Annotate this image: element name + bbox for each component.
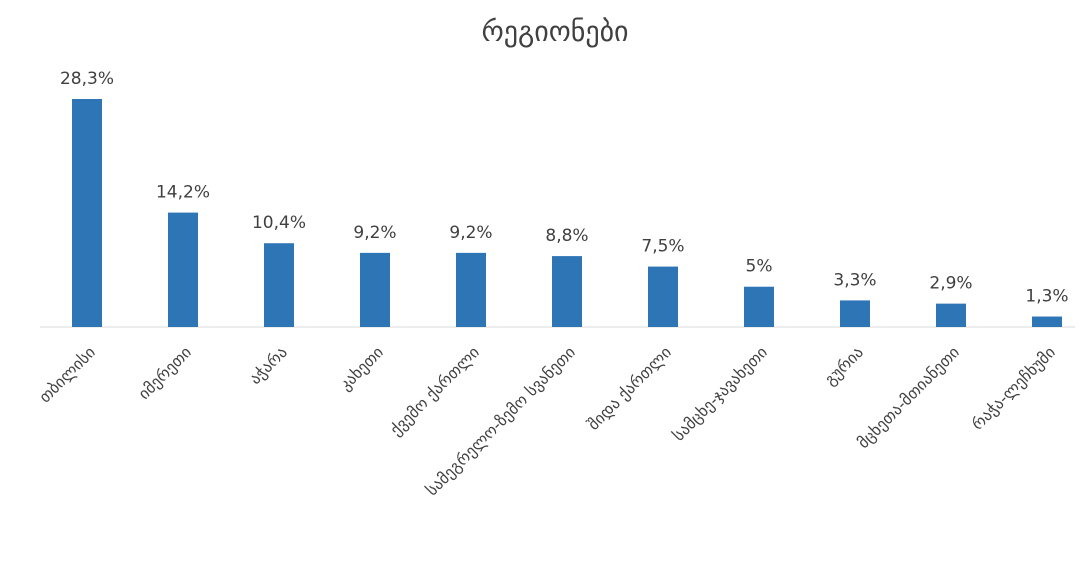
x-tick-label: კახეთი — [335, 343, 387, 395]
value-label: 10,4% — [252, 213, 306, 233]
value-label: 3,3% — [833, 270, 876, 290]
value-label: 5% — [746, 257, 773, 277]
x-tick-label: შიდა ქართლი — [584, 343, 675, 434]
value-label: 7,5% — [641, 237, 684, 257]
bar — [168, 212, 198, 327]
bar — [936, 303, 966, 327]
x-tick-label: სამცხე-ჯავახეთი — [669, 343, 771, 445]
bar — [72, 99, 102, 327]
value-label: 8,8% — [545, 226, 588, 246]
x-tick-label: გურია — [820, 343, 867, 390]
value-label: 9,2% — [353, 223, 396, 243]
value-label: 9,2% — [449, 223, 492, 243]
bar — [456, 252, 486, 327]
x-tick-label: აჭარა — [245, 343, 291, 389]
bar — [264, 243, 294, 327]
bar — [360, 252, 390, 327]
bar — [648, 266, 678, 327]
x-tick-label: თბილისი — [35, 343, 99, 407]
x-tick-label: ქვემო ქართლი — [386, 343, 483, 440]
chart-title: რეგიონები — [481, 15, 628, 48]
value-label: 14,2% — [156, 183, 210, 203]
bar — [552, 256, 582, 327]
value-label: 2,9% — [929, 274, 972, 294]
value-label: 1,3% — [1025, 287, 1068, 307]
value-label: 28,3% — [60, 69, 114, 89]
x-tick-label: იმერეთი — [134, 343, 195, 404]
x-tick-label: მცხეთა-მთიანეთი — [854, 343, 964, 453]
bar — [744, 286, 774, 327]
x-tick-label: რაჭა-ლეჩხუმი — [968, 343, 1059, 434]
bar — [840, 300, 870, 327]
bar — [1032, 316, 1062, 327]
